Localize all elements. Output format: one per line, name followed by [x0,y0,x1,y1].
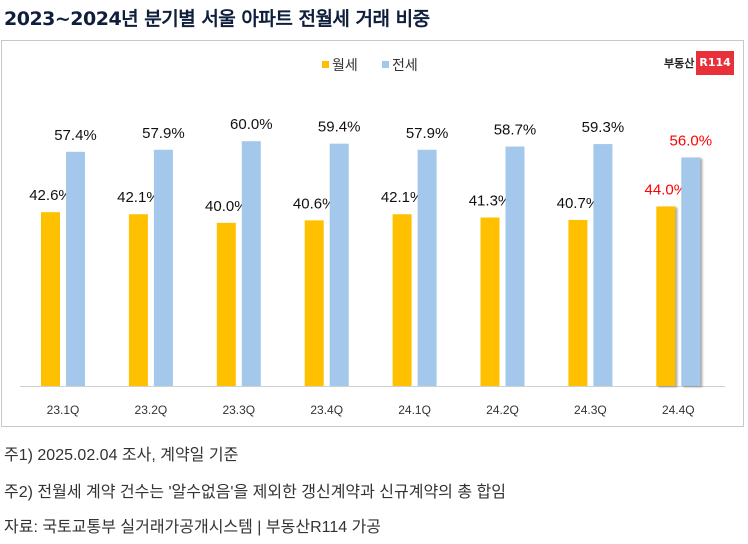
note-2: 주2) 전월세 계약 건수는 '알수없음'을 제외한 갱신계약과 신규계약의 총… [4,484,506,501]
data-label: 58.7% [494,122,537,139]
x-tick-label: 24.3Q [574,403,607,417]
legend-label: 월세 [332,57,358,73]
bar-monthly [656,206,676,386]
x-tick-label: 24.1Q [398,403,431,417]
x-tick-label: 23.3Q [222,403,255,417]
x-tick-label: 24.4Q [662,403,695,417]
data-label: 57.4% [54,127,97,144]
legend-swatch [382,61,389,68]
data-label: 42.6% [29,187,72,204]
data-label: 57.9% [406,125,449,142]
data-label: 42.1% [381,189,424,206]
data-label: 60.0% [230,116,273,133]
bar-jeonse [505,146,525,386]
data-label: 40.7% [557,195,600,212]
data-label: 40.0% [205,198,248,215]
data-label: 57.9% [142,125,185,142]
logo: 부동산 R114 [664,51,734,75]
bar-jeonse [329,143,349,386]
bar-monthly [304,220,324,386]
bar-monthly [41,212,60,386]
bar-monthly [568,219,588,386]
data-label: 59.3% [582,119,625,136]
bar-jeonse [66,151,85,386]
bar-jeonse [417,149,437,386]
page-title: 2023~2024년 분기별 서울 아파트 전월세 거래 비중 [4,8,430,30]
data-label: 44.0% [645,181,688,198]
bar-jeonse [153,149,173,386]
legend-swatch [322,61,329,68]
bar-jeonse [593,144,613,386]
x-tick-label: 23.2Q [135,403,168,417]
source-note: 자료: 국토교통부 실거래가공개시스템 | 부동산R114 가공 [4,519,382,536]
x-tick-label: 24.2Q [486,403,519,417]
x-tick-label: 23.1Q [47,403,80,417]
data-label: 56.0% [670,133,713,150]
bar-monthly [216,222,236,386]
logo-mark: R114 [696,51,734,75]
data-label: 42.1% [117,189,160,206]
logo-text: 부동산 [664,57,695,70]
bar-jeonse [241,141,261,386]
data-label: 41.3% [469,192,512,209]
data-label: 40.6% [293,195,336,212]
bar-monthly [480,217,500,386]
data-label: 59.4% [318,119,361,136]
x-tick-label: 23.4Q [310,403,343,417]
bar-monthly [392,214,412,386]
note-1: 주1) 2025.02.04 조사, 계약일 기준 [4,447,239,464]
chart-frame [1,40,744,427]
bar-jeonse [681,157,701,386]
legend-label: 전세 [392,57,418,73]
bar-monthly [128,214,148,386]
